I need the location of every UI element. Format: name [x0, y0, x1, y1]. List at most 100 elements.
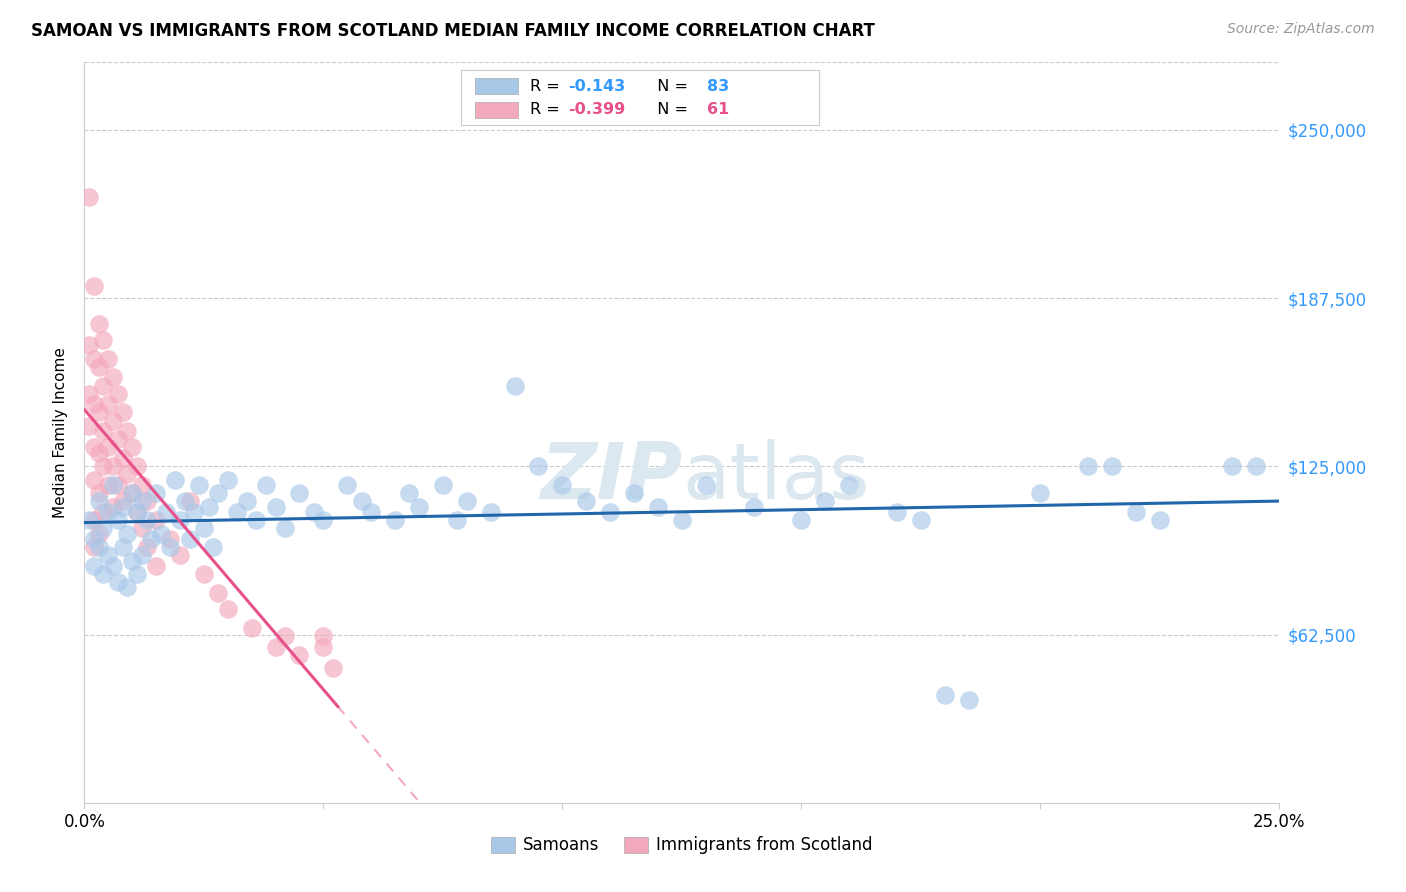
Point	[101, 478, 124, 492]
Text: -0.399: -0.399	[568, 103, 626, 118]
Point	[101, 459, 124, 474]
Point	[117, 526, 139, 541]
Point	[131, 548, 153, 562]
Point	[87, 494, 110, 508]
Point	[83, 558, 105, 573]
Point	[302, 505, 325, 519]
Point	[197, 500, 219, 514]
Point	[1125, 505, 1147, 519]
Point	[93, 424, 115, 438]
Point	[77, 190, 100, 204]
Point	[87, 359, 110, 374]
Point	[599, 505, 621, 519]
Point	[125, 505, 148, 519]
Point	[121, 553, 143, 567]
Point	[93, 333, 115, 347]
Legend: Samoans, Immigrants from Scotland: Samoans, Immigrants from Scotland	[485, 830, 879, 861]
Point	[456, 494, 478, 508]
Point	[934, 688, 956, 702]
Point	[226, 505, 249, 519]
Point	[288, 486, 311, 500]
Point	[159, 540, 181, 554]
Point	[87, 317, 110, 331]
Point	[165, 473, 187, 487]
Point	[360, 505, 382, 519]
Point	[322, 661, 344, 675]
Point	[838, 478, 860, 492]
Point	[790, 513, 813, 527]
Point	[1077, 459, 1099, 474]
Point	[350, 494, 373, 508]
Point	[623, 486, 645, 500]
Point	[93, 378, 115, 392]
Point	[695, 478, 717, 492]
Point	[432, 478, 454, 492]
Point	[97, 351, 120, 366]
Point	[145, 486, 167, 500]
Point	[93, 505, 115, 519]
Point	[1244, 459, 1267, 474]
Point	[503, 378, 526, 392]
Point	[101, 413, 124, 427]
Point	[202, 540, 225, 554]
Point	[179, 494, 201, 508]
Point	[131, 494, 153, 508]
Text: R =: R =	[530, 103, 565, 118]
Point	[117, 581, 139, 595]
Point	[83, 441, 105, 455]
Point	[131, 478, 153, 492]
Point	[145, 513, 167, 527]
Point	[312, 640, 335, 654]
Text: SAMOAN VS IMMIGRANTS FROM SCOTLAND MEDIAN FAMILY INCOME CORRELATION CHART: SAMOAN VS IMMIGRANTS FROM SCOTLAND MEDIA…	[31, 22, 875, 40]
Point	[398, 486, 420, 500]
Point	[149, 526, 172, 541]
Point	[408, 500, 430, 514]
Point	[97, 505, 120, 519]
Point	[1149, 513, 1171, 527]
Point	[957, 693, 980, 707]
Point	[97, 478, 120, 492]
Point	[87, 526, 110, 541]
Point	[1101, 459, 1123, 474]
Text: atlas: atlas	[682, 439, 869, 515]
Point	[101, 558, 124, 573]
Point	[312, 513, 335, 527]
Point	[312, 629, 335, 643]
Point	[101, 500, 124, 514]
Point	[83, 513, 105, 527]
Text: 61: 61	[707, 103, 730, 118]
Point	[527, 459, 550, 474]
Point	[169, 513, 191, 527]
Point	[254, 478, 277, 492]
Point	[131, 521, 153, 535]
Point	[336, 478, 359, 492]
Point	[107, 575, 129, 590]
Point	[87, 446, 110, 460]
Point	[111, 494, 134, 508]
Point	[159, 532, 181, 546]
Point	[141, 532, 163, 546]
Point	[551, 478, 574, 492]
Point	[193, 521, 215, 535]
Point	[217, 602, 239, 616]
Point	[93, 566, 115, 581]
Point	[83, 540, 105, 554]
Text: 83: 83	[707, 78, 730, 94]
Point	[97, 548, 120, 562]
Point	[240, 621, 263, 635]
FancyBboxPatch shape	[461, 70, 820, 126]
Point	[77, 338, 100, 352]
Point	[135, 513, 157, 527]
Point	[77, 386, 100, 401]
Point	[125, 459, 148, 474]
Point	[274, 629, 297, 643]
Point	[236, 494, 259, 508]
Point	[742, 500, 765, 514]
Point	[83, 473, 105, 487]
Point	[193, 566, 215, 581]
Point	[93, 459, 115, 474]
Point	[814, 494, 837, 508]
Point	[173, 494, 195, 508]
Point	[647, 500, 669, 514]
Point	[910, 513, 932, 527]
